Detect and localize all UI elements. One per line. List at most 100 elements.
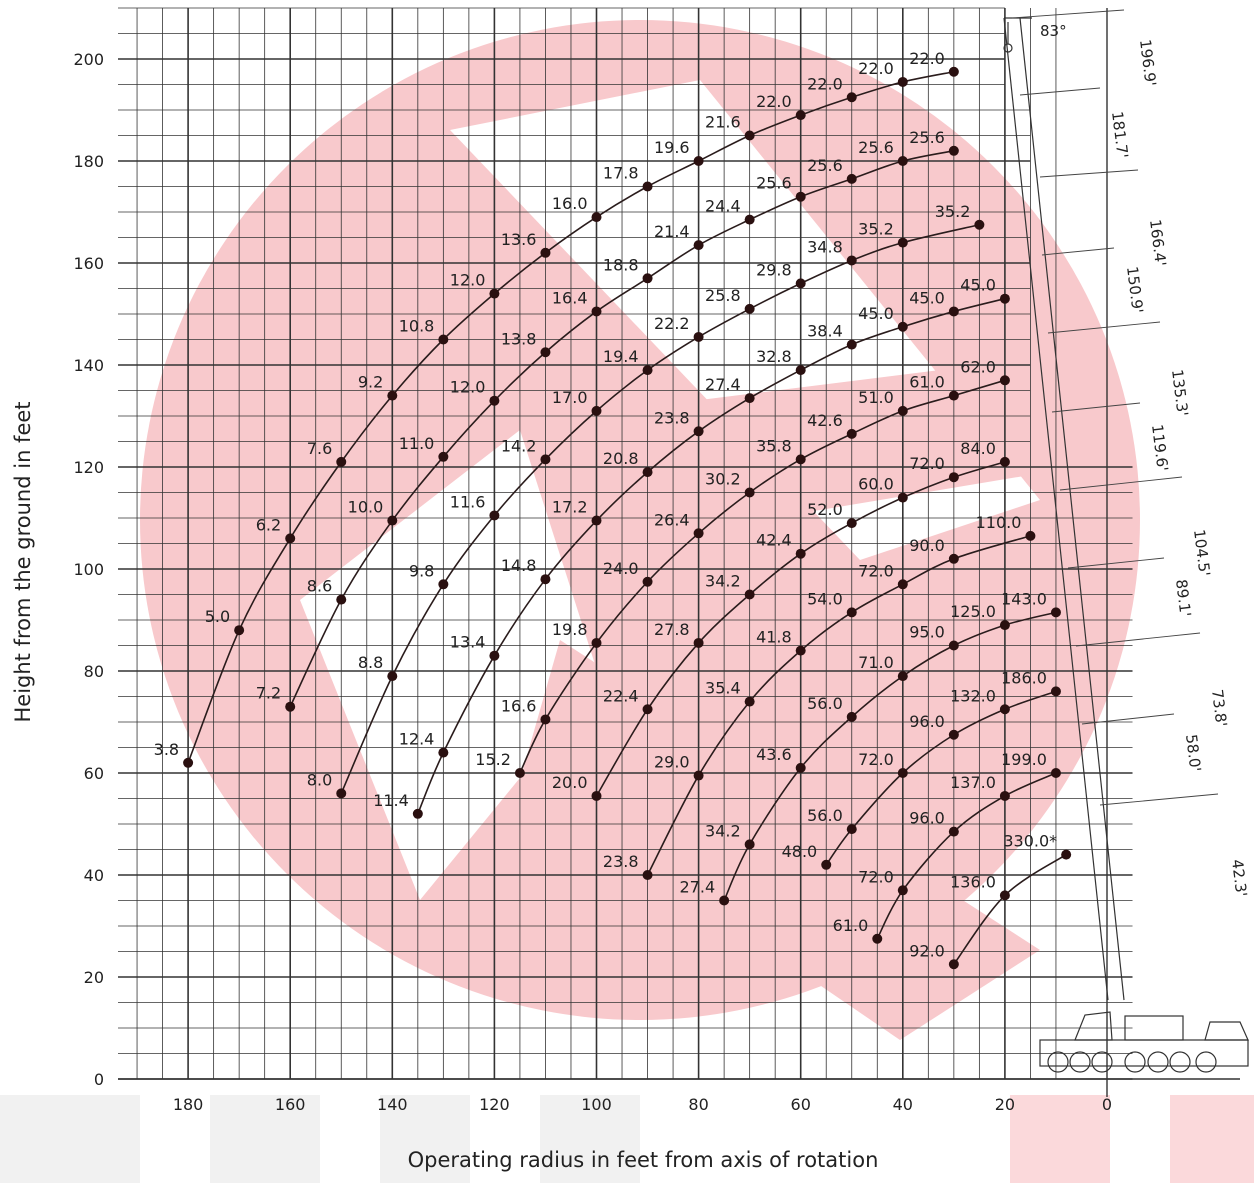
- wheel: [1047, 1051, 1069, 1073]
- data-point: [948, 66, 959, 77]
- data-point: [795, 191, 806, 202]
- watermark-logo: [0, 20, 1254, 1183]
- data-point: [795, 278, 806, 289]
- capacity-label: 56.0: [807, 694, 843, 713]
- capacity-label: 13.4: [450, 633, 486, 652]
- x-tick-label: 0: [1102, 1095, 1112, 1114]
- data-point: [387, 671, 398, 682]
- capacity-label: 62.0: [960, 357, 996, 376]
- capacity-label: 24.0: [603, 559, 639, 578]
- capacity-label: 17.0: [552, 388, 588, 407]
- wheel: [1069, 1051, 1091, 1073]
- boom-length-label: 119.6': [1148, 423, 1172, 472]
- capacity-label: 45.0: [858, 304, 894, 323]
- wheel: [1147, 1051, 1169, 1073]
- capacity-label: 25.6: [756, 174, 792, 193]
- capacity-label: 34.8: [807, 237, 843, 256]
- capacity-label: 48.0: [782, 842, 818, 861]
- data-point: [999, 790, 1010, 801]
- boom-length-label: 135.3': [1168, 368, 1192, 417]
- data-point: [591, 306, 602, 317]
- capacity-label: 42.6: [807, 411, 843, 430]
- data-point: [336, 788, 347, 799]
- capacity-label: 19.8: [552, 620, 588, 639]
- capacity-label: 137.0: [950, 773, 996, 792]
- capacity-label: 56.0: [807, 806, 843, 825]
- data-point: [642, 870, 653, 880]
- capacity-label: 12.4: [399, 730, 435, 749]
- capacity-label: 54.0: [807, 589, 843, 608]
- data-point: [872, 933, 883, 944]
- watermark-cutout: [300, 430, 600, 900]
- capacity-label: 7.2: [256, 684, 281, 703]
- capacity-label: 35.2: [858, 220, 894, 239]
- data-point: [897, 768, 908, 778]
- data-point: [897, 76, 908, 87]
- data-point: [999, 293, 1010, 304]
- data-point: [183, 757, 194, 768]
- capacity-label: 10.0: [348, 498, 384, 517]
- data-point: [795, 548, 806, 559]
- data-point: [948, 826, 959, 837]
- capacity-label: 18.8: [603, 255, 639, 274]
- capacity-label: 132.0: [950, 686, 996, 705]
- boom-dimension-line: [1099, 793, 1219, 806]
- capacity-label: 9.2: [358, 373, 383, 392]
- capacity-label: 13.6: [501, 230, 537, 249]
- watermark-letter: [0, 1095, 140, 1183]
- data-point: [438, 451, 449, 462]
- data-point: [1050, 607, 1061, 618]
- capacity-label: 5.0: [205, 607, 230, 626]
- y-tick-label: 80: [84, 662, 104, 681]
- data-point: [999, 890, 1010, 901]
- data-point: [897, 671, 908, 682]
- watermark-letter: [1010, 1095, 1110, 1183]
- data-point: [795, 365, 806, 376]
- x-axis-title: Operating radius in feet from axis of ro…: [408, 1148, 879, 1172]
- capacity-label: 143.0: [1001, 589, 1047, 608]
- data-point: [846, 711, 857, 722]
- data-point: [948, 306, 959, 317]
- data-point: [489, 650, 500, 661]
- capacity-label: 20.8: [603, 449, 639, 468]
- data-point: [591, 790, 602, 801]
- boom-dimension-line: [1011, 9, 1125, 19]
- capacity-label: 8.6: [307, 577, 332, 596]
- data-point: [693, 770, 704, 781]
- data-point: [744, 589, 755, 600]
- capacity-label: 72.0: [858, 750, 894, 769]
- data-point: [693, 240, 704, 251]
- data-point: [540, 714, 551, 725]
- x-tick-label: 60: [791, 1095, 811, 1114]
- capacity-label: 90.0: [909, 536, 945, 555]
- data-point: [897, 405, 908, 416]
- data-point: [693, 331, 704, 342]
- watermark-stroke: [700, 360, 1060, 520]
- boom-dimension-line: [1067, 557, 1165, 569]
- capacity-label: 17.8: [603, 164, 639, 183]
- data-point: [642, 467, 653, 478]
- watermark-letter: [210, 1095, 320, 1183]
- capacity-label: 29.8: [756, 260, 792, 279]
- data-point: [744, 303, 755, 314]
- data-point: [642, 181, 653, 192]
- boom-angle-label: 83°: [1040, 22, 1067, 40]
- capacity-label: 14.2: [501, 436, 537, 455]
- data-point: [285, 533, 296, 544]
- capacity-label: 35.8: [756, 436, 792, 455]
- y-tick-label: 160: [73, 254, 104, 273]
- capacity-label: 25.6: [909, 128, 945, 147]
- data-point: [974, 219, 985, 230]
- x-tick-label: 120: [479, 1095, 510, 1114]
- capacity-label: 22.0: [756, 92, 792, 111]
- data-point: [642, 365, 653, 376]
- capacity-label: 61.0: [909, 373, 945, 392]
- data-point: [948, 145, 959, 156]
- data-point: [948, 553, 959, 564]
- capacity-label: 14.8: [501, 556, 537, 575]
- series-line-5: [519, 379, 1006, 774]
- capacity-label: 45.0: [960, 276, 996, 295]
- capacity-label: 11.0: [399, 434, 435, 453]
- data-point: [948, 640, 959, 651]
